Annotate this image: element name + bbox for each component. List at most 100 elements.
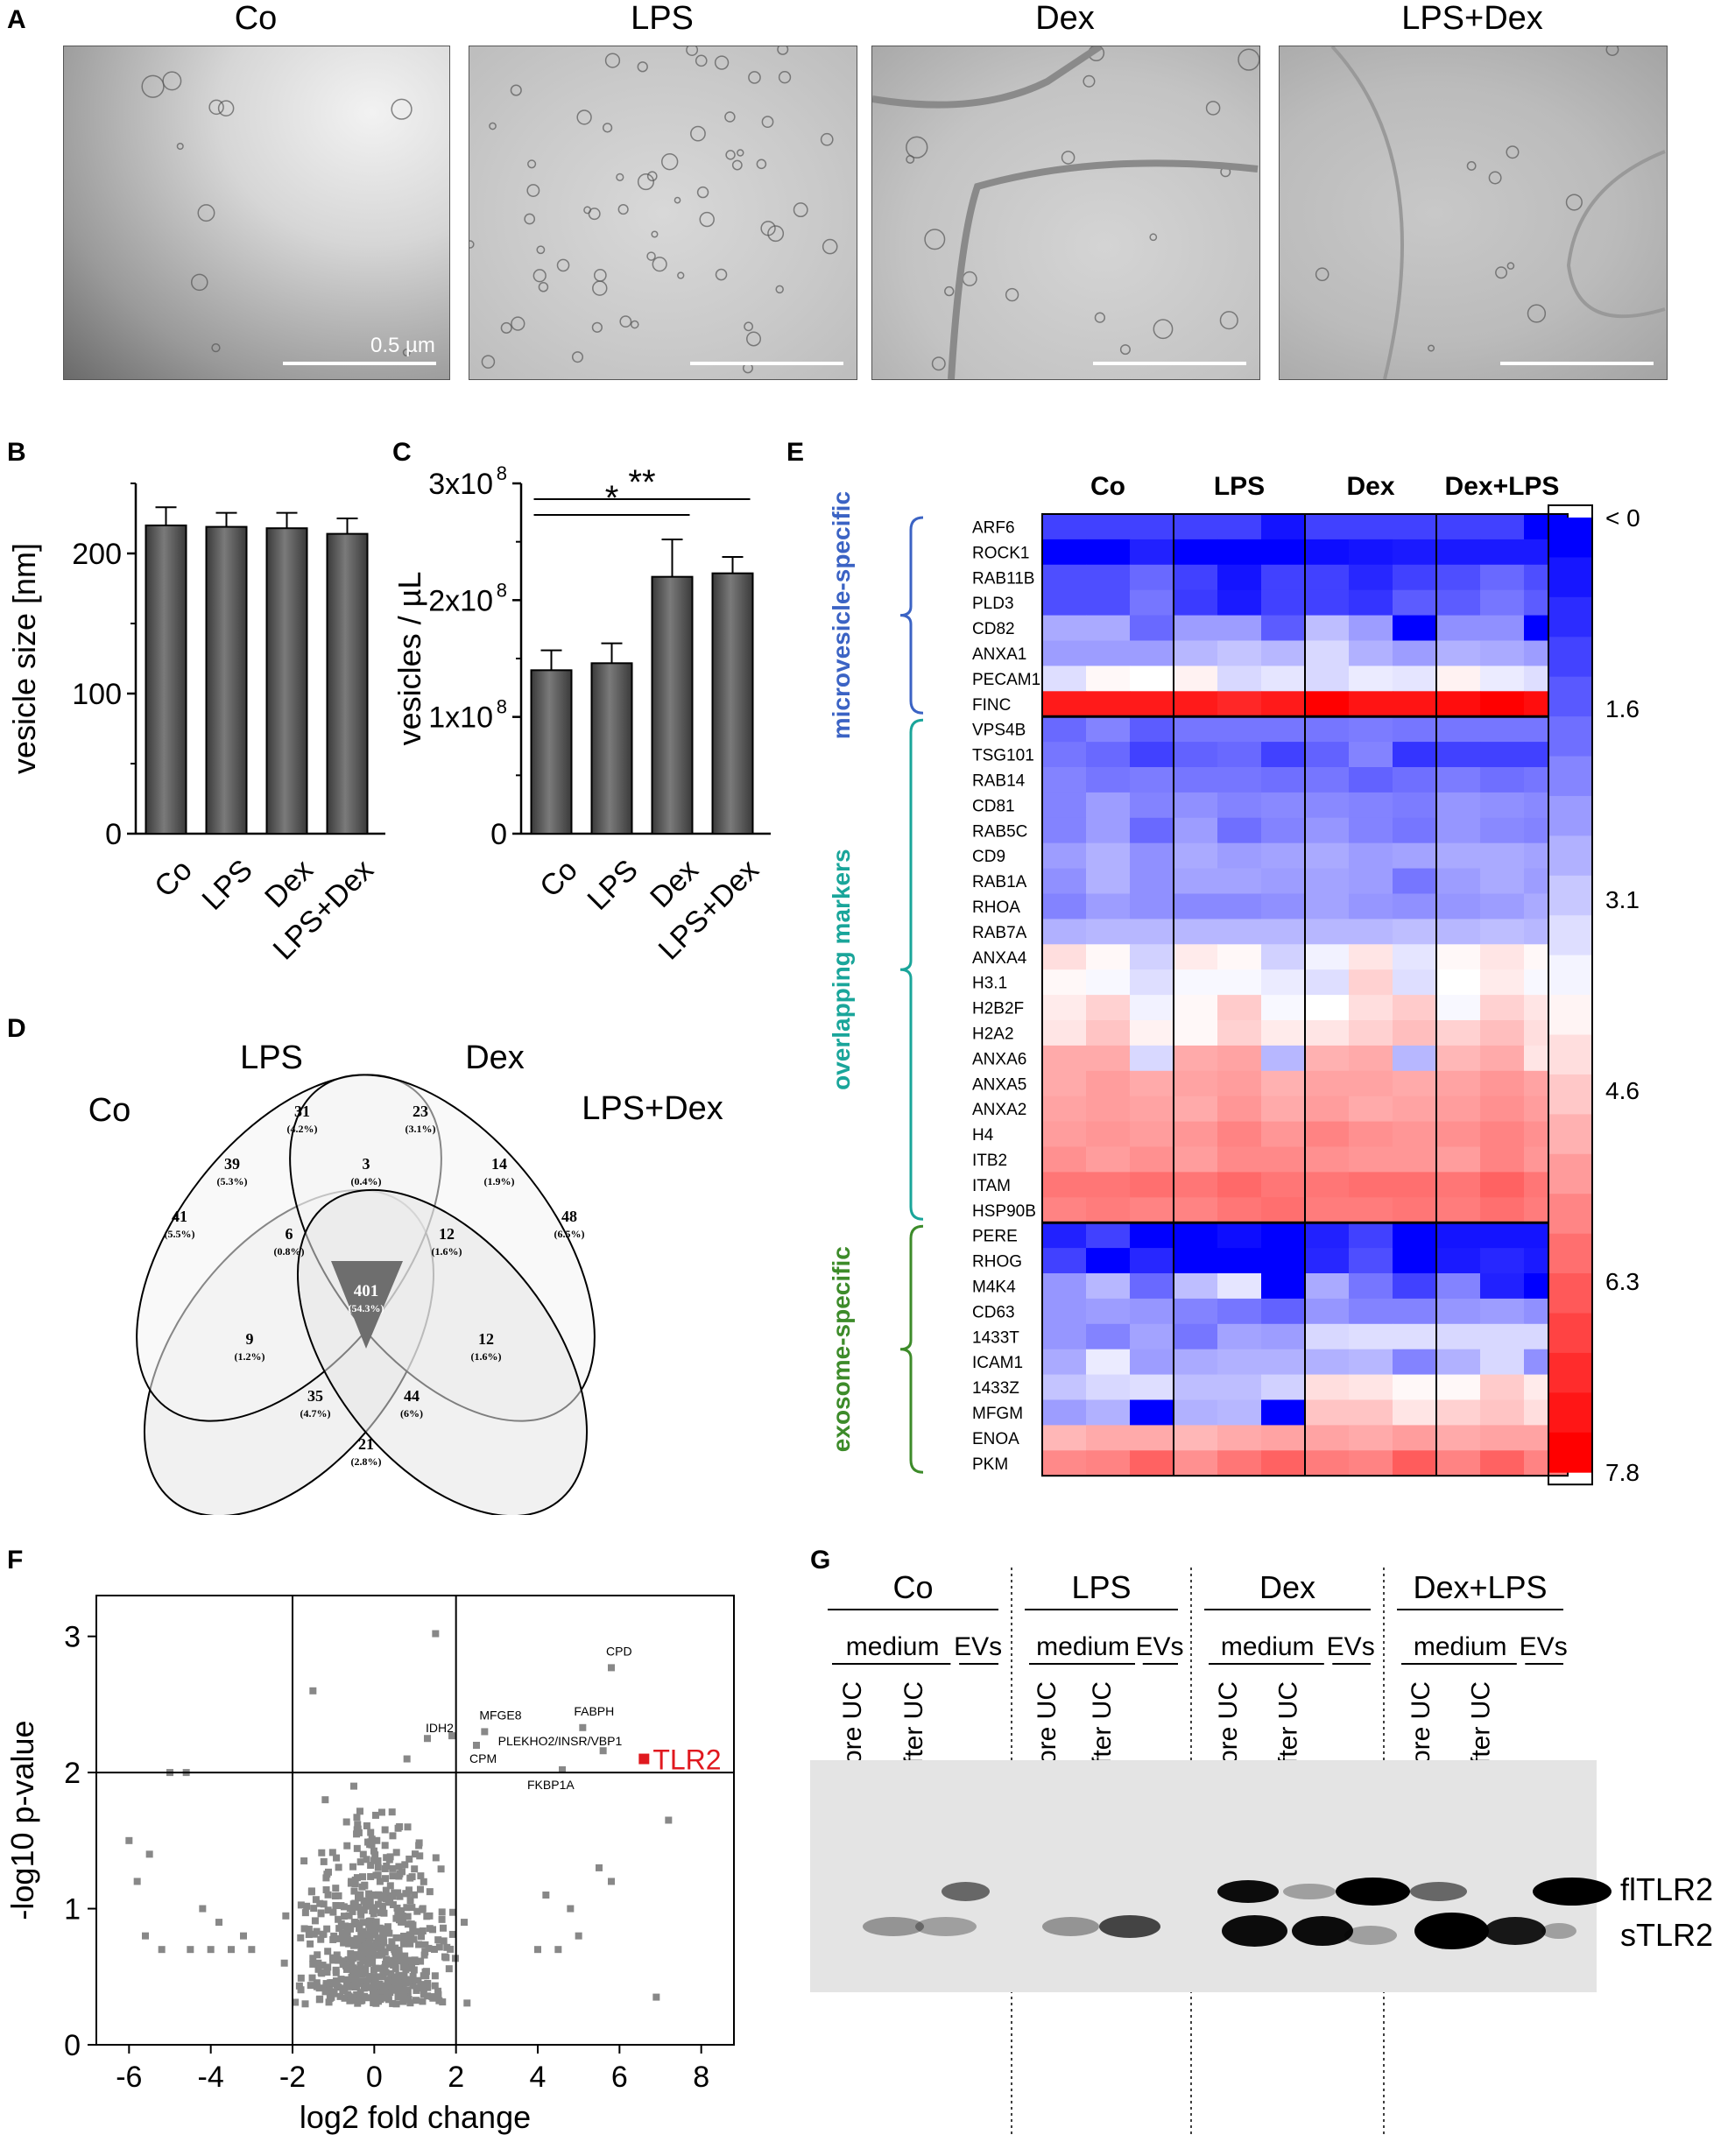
data-point [312, 1896, 320, 1904]
heatmap-cell [1217, 1070, 1262, 1097]
data-point [608, 1878, 615, 1885]
venn-percent: (4.2%) [287, 1123, 318, 1135]
vesicle [822, 238, 838, 255]
medium-label: medium [846, 1632, 940, 1661]
labeled-point [448, 1732, 455, 1740]
data-point [407, 1931, 415, 1939]
heatmap-cell [1086, 514, 1131, 540]
heatmap-cell [1086, 1121, 1131, 1147]
data-point [342, 1962, 350, 1969]
data-point [414, 1976, 422, 1984]
heatmap-cell [1393, 615, 1437, 641]
x-tick-label: 8 [693, 2061, 709, 2094]
data-point [383, 1955, 391, 1963]
heatmap-cell [1130, 1323, 1174, 1350]
group-label: Co [1090, 472, 1125, 501]
heatmap-cell [1217, 1146, 1262, 1173]
heatmap-cell [1436, 1172, 1481, 1198]
heatmap-cell [1086, 1096, 1131, 1123]
heatmap-cell [1042, 1248, 1087, 1274]
data-point [359, 1919, 367, 1927]
data-point [442, 1954, 450, 1962]
data-point [378, 1902, 386, 1910]
heatmap-cell [1086, 1273, 1131, 1300]
heatmap-cell [1436, 817, 1481, 844]
heatmap-cell [1042, 716, 1087, 743]
heatmap-cell [1217, 1450, 1262, 1476]
data-point [323, 1925, 331, 1933]
heatmap-cell [1174, 1273, 1218, 1300]
data-point [370, 1973, 377, 1981]
point-label: MFGE8 [479, 1708, 521, 1722]
heatmap-cell [1393, 1146, 1437, 1173]
data-point [415, 1839, 423, 1847]
heatmap-cell [1130, 640, 1174, 666]
data-point [349, 1863, 357, 1871]
heatmap-cell [1261, 1172, 1306, 1198]
x-tick-label: LPS [581, 853, 644, 916]
x-tick-label: -6 [116, 2061, 142, 2094]
heatmap-cell [1305, 1298, 1350, 1325]
data-point [315, 1984, 323, 1992]
data-point [317, 1910, 325, 1918]
heatmap-cell [1305, 742, 1350, 768]
data-point [142, 1932, 149, 1940]
data-point [325, 1998, 333, 2006]
heatmap-cell [1305, 1399, 1350, 1426]
heatmap-cell [1174, 615, 1218, 641]
blot-band [1283, 1884, 1336, 1899]
heatmap-cell [1086, 1045, 1131, 1072]
y-tick-label: 3 [64, 1621, 81, 1654]
data-point [370, 1847, 377, 1855]
colorbar-step [1548, 1432, 1592, 1473]
heatmap-cell [1480, 640, 1525, 666]
y-axis-label: vesicles / µL [391, 572, 427, 746]
data-point [348, 1959, 356, 1967]
vesicle [696, 186, 709, 199]
data-point [432, 1630, 440, 1638]
heatmap-cell [1305, 589, 1350, 617]
data-point [335, 1983, 342, 1991]
heatmap-cell [1130, 1273, 1174, 1300]
heatmap-cell [1261, 969, 1306, 996]
data-point [431, 1972, 439, 1980]
data-point [365, 1938, 373, 1946]
vesicle [1495, 266, 1508, 279]
heatmap-cell [1042, 1020, 1087, 1046]
vesicle [651, 230, 659, 238]
data-point [375, 1891, 383, 1899]
heatmap-cell [1261, 817, 1306, 844]
data-point [344, 1983, 352, 1990]
data-point [416, 1885, 424, 1893]
heatmap-cell [1393, 868, 1437, 894]
vesicle [619, 315, 632, 328]
data-point [366, 1942, 374, 1950]
heatmap-cell [1174, 1121, 1218, 1147]
colorbar-label: 6.3 [1605, 1268, 1640, 1295]
data-point [341, 1987, 349, 1995]
data-point [392, 1934, 400, 1941]
data-point [342, 1934, 350, 1942]
heatmap-cell [1349, 817, 1393, 844]
vesicle [1565, 194, 1583, 211]
venn-diagram: Co LPS Dex LPS+Dex 41 (5.5%) 31 (4.2%) 23 (3.1%) 4… [88, 1039, 723, 1515]
data-point [665, 1816, 673, 1824]
data-point [381, 1948, 389, 1955]
venn-count: 401 [354, 1282, 379, 1300]
heatmap-cell [1480, 893, 1525, 919]
point-label: TLR2 [652, 1744, 721, 1776]
heatmap-cell [1130, 1146, 1174, 1173]
heatmap-cell [1086, 1020, 1131, 1046]
blot-band [942, 1882, 990, 1901]
data-point [351, 1880, 359, 1888]
point-label: CPD [606, 1644, 632, 1658]
medium-label: medium [1036, 1632, 1130, 1661]
data-point [406, 1855, 413, 1863]
data-point [434, 1936, 442, 1944]
vesicle [906, 155, 915, 164]
heatmap-cell [1174, 691, 1218, 717]
heatmap-cell [1261, 691, 1306, 717]
colorbar-label: 4.6 [1605, 1077, 1640, 1104]
data-point [321, 1988, 329, 1996]
heatmap-cell [1261, 666, 1306, 692]
